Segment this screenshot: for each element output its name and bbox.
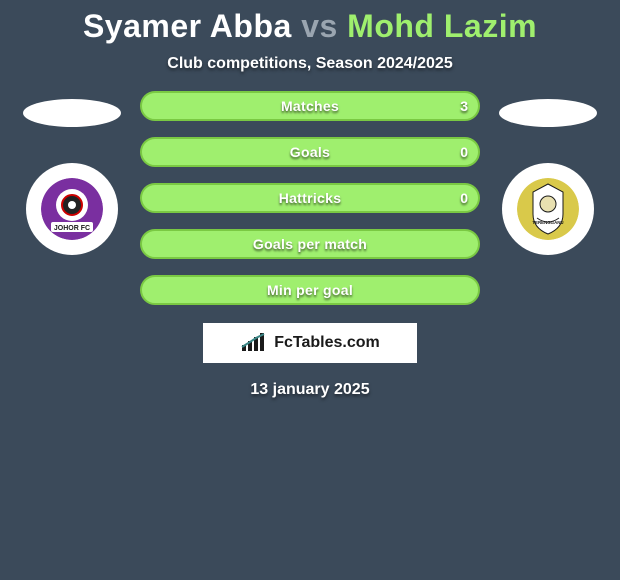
stat-value-right: 3 xyxy=(460,98,468,114)
vs-text: vs xyxy=(301,8,338,44)
team2-logo: TERENGGANU xyxy=(517,178,579,240)
player2-name: Mohd Lazim xyxy=(347,8,537,44)
stat-label: Goals per match xyxy=(253,236,367,252)
player1-name: Syamer Abba xyxy=(83,8,292,44)
subtitle: Club competitions, Season 2024/2025 xyxy=(0,55,620,73)
brand-text: FcTables.com xyxy=(274,334,380,352)
page-title: Syamer Abba vs Mohd Lazim xyxy=(0,8,620,45)
player1-headshot-placeholder xyxy=(23,99,121,127)
stat-label: Hattricks xyxy=(279,190,342,206)
team1-logo: JOHOR FC xyxy=(41,178,103,240)
stat-row-goals: Goals 0 xyxy=(140,137,480,167)
team1-badge-container: JOHOR FC xyxy=(26,163,118,255)
svg-text:JOHOR FC: JOHOR FC xyxy=(54,225,90,232)
stat-label: Min per goal xyxy=(267,282,353,298)
comparison-card: Syamer Abba vs Mohd Lazim Club competiti… xyxy=(0,0,620,399)
stat-row-goals-per-match: Goals per match xyxy=(140,229,480,259)
body-row: JOHOR FC Matches 3 Goals 0 Hattricks 0 xyxy=(0,91,620,305)
right-column: TERENGGANU xyxy=(498,91,598,255)
team2-badge-container: TERENGGANU xyxy=(502,163,594,255)
stat-label: Goals xyxy=(290,144,330,160)
stat-row-hattricks: Hattricks 0 xyxy=(140,183,480,213)
player2-headshot-placeholder xyxy=(499,99,597,127)
brand-box: FcTables.com xyxy=(203,323,417,363)
stat-label: Matches xyxy=(281,98,339,114)
svg-text:TERENGGANU: TERENGGANU xyxy=(532,220,563,225)
stat-row-matches: Matches 3 xyxy=(140,91,480,121)
date-text: 13 january 2025 xyxy=(0,381,620,399)
stats-column: Matches 3 Goals 0 Hattricks 0 Goals per … xyxy=(140,91,480,305)
stat-row-min-per-goal: Min per goal xyxy=(140,275,480,305)
stat-value-right: 0 xyxy=(460,144,468,160)
left-column: JOHOR FC xyxy=(22,91,122,255)
bar-chart-icon xyxy=(240,333,268,353)
stat-value-right: 0 xyxy=(460,190,468,206)
